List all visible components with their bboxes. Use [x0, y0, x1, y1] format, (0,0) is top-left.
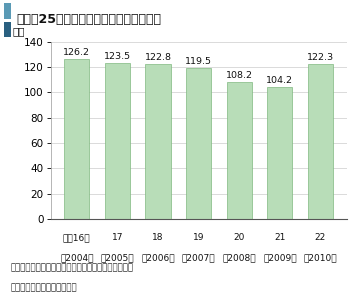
Bar [4, 3, 10, 18]
Text: 図３－25　農業経営体の農業所得の推移: 図３－25 農業経営体の農業所得の推移 [17, 13, 162, 26]
Text: 119.5: 119.5 [185, 57, 212, 66]
Bar [227, 82, 252, 219]
Text: 122.8: 122.8 [145, 53, 172, 62]
Text: 104.2: 104.2 [266, 76, 293, 85]
Text: 18: 18 [152, 233, 164, 242]
Text: 122.3: 122.3 [307, 53, 334, 62]
Bar [145, 63, 170, 219]
Bar [186, 68, 211, 219]
Text: （2007）: （2007） [182, 254, 216, 263]
Text: （2010）: （2010） [304, 254, 337, 263]
Text: （2009）: （2009） [263, 254, 297, 263]
Text: 126.2: 126.2 [63, 48, 90, 57]
Text: 123.5: 123.5 [104, 52, 131, 61]
Text: 平成16年: 平成16年 [63, 233, 91, 242]
Text: 108.2: 108.2 [226, 71, 253, 80]
Bar [308, 64, 333, 219]
Text: （2005）: （2005） [100, 254, 134, 263]
Text: 21: 21 [274, 233, 286, 242]
Text: 資料：農林水産省「農業経営統計調査　経営形態別経: 資料：農林水産省「農業経営統計調査 経営形態別経 [10, 264, 133, 273]
Text: 17: 17 [112, 233, 123, 242]
Text: 19: 19 [193, 233, 204, 242]
Bar [4, 22, 10, 37]
Text: 万円: 万円 [12, 27, 25, 36]
Text: （2004）: （2004） [60, 254, 93, 263]
Text: 22: 22 [315, 233, 326, 242]
Text: （2006）: （2006） [141, 254, 175, 263]
Text: （2008）: （2008） [223, 254, 256, 263]
Bar [105, 63, 130, 219]
Text: 営統計（個別経営）」: 営統計（個別経営）」 [10, 283, 77, 292]
Text: 20: 20 [233, 233, 245, 242]
Bar [267, 87, 293, 219]
Bar [64, 59, 89, 219]
